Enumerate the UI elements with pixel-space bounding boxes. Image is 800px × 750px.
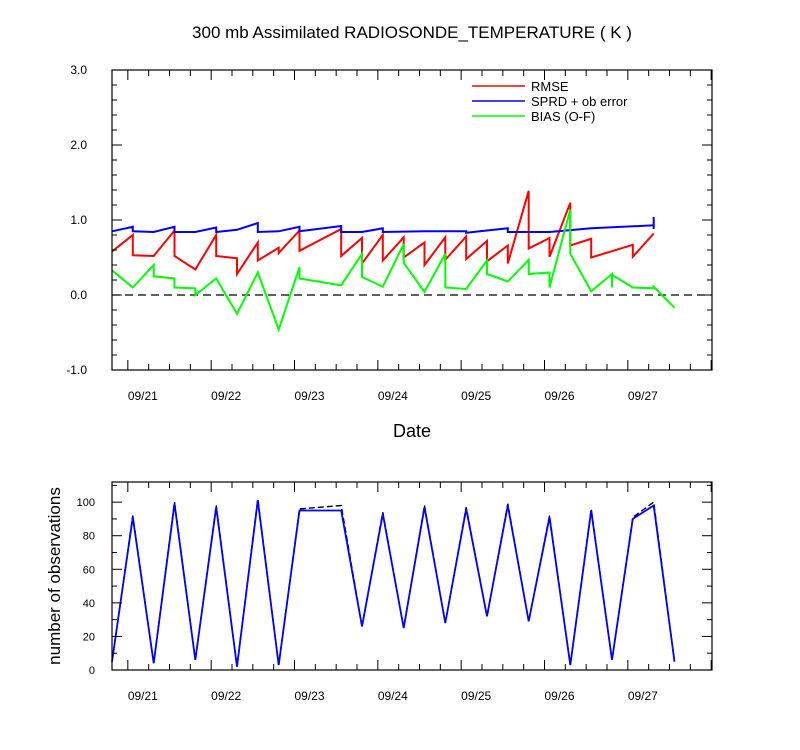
y-tick-label: -1.0 <box>66 363 87 377</box>
x-tick-label: 09/23 <box>294 389 324 403</box>
y-tick-label: 0 <box>89 665 95 677</box>
x-tick-label: 09/24 <box>378 689 408 703</box>
x-tick-label: 09/26 <box>544 389 574 403</box>
series-line-rmse <box>111 190 655 278</box>
x-tick-label: 09/22 <box>211 689 241 703</box>
x-axis-label: Date <box>393 421 431 441</box>
bottom-panel-frame <box>111 481 713 671</box>
y-tick-label: 0.0 <box>70 288 87 302</box>
legend-entry: BIAS (O-F) <box>531 109 595 124</box>
observations-line <box>111 500 676 667</box>
y-tick-label: 2.0 <box>70 138 87 152</box>
x-tick-label: 09/22 <box>211 389 241 403</box>
bottom-panel: 0 20 40 60 80 100 09/21 09/22 09/23 09/24 09/25 09/… <box>77 481 713 703</box>
legend-entry: SPRD + ob error <box>531 94 628 109</box>
top-panel-frame <box>111 69 713 371</box>
y-tick-label: 100 <box>77 497 95 509</box>
x-tick-label: 09/21 <box>128 689 158 703</box>
y-tick-label: 20 <box>83 631 95 643</box>
legend-entry: RMSE <box>531 79 569 94</box>
top-panel: 3.0 2.0 1.0 0.0 -1.0 09/21 09/22 09/23 09/24 09/2… <box>66 63 713 403</box>
x-tick-label: 09/27 <box>628 689 658 703</box>
y-axis-label-observations: number of observations <box>45 487 64 665</box>
series-line-bias-o-f <box>111 209 676 333</box>
x-tick-label: 09/26 <box>544 689 574 703</box>
x-tick-label: 09/24 <box>378 389 408 403</box>
y-tick-label: 3.0 <box>70 63 87 77</box>
y-tick-label: 40 <box>83 598 95 610</box>
x-tick-label: 09/25 <box>461 389 491 403</box>
x-tick-label: 09/23 <box>294 689 324 703</box>
chart-title: 300 mb Assimilated RADIOSONDE_TEMPERATUR… <box>192 23 632 42</box>
x-tick-label: 09/25 <box>461 689 491 703</box>
y-tick-label: 60 <box>83 564 95 576</box>
series-line-sprd-ob-error <box>111 217 655 234</box>
y-tick-label: 1.0 <box>70 213 87 227</box>
x-tick-label: 09/21 <box>128 389 158 403</box>
x-tick-label: 09/27 <box>628 389 658 403</box>
y-tick-label: 80 <box>83 531 95 543</box>
